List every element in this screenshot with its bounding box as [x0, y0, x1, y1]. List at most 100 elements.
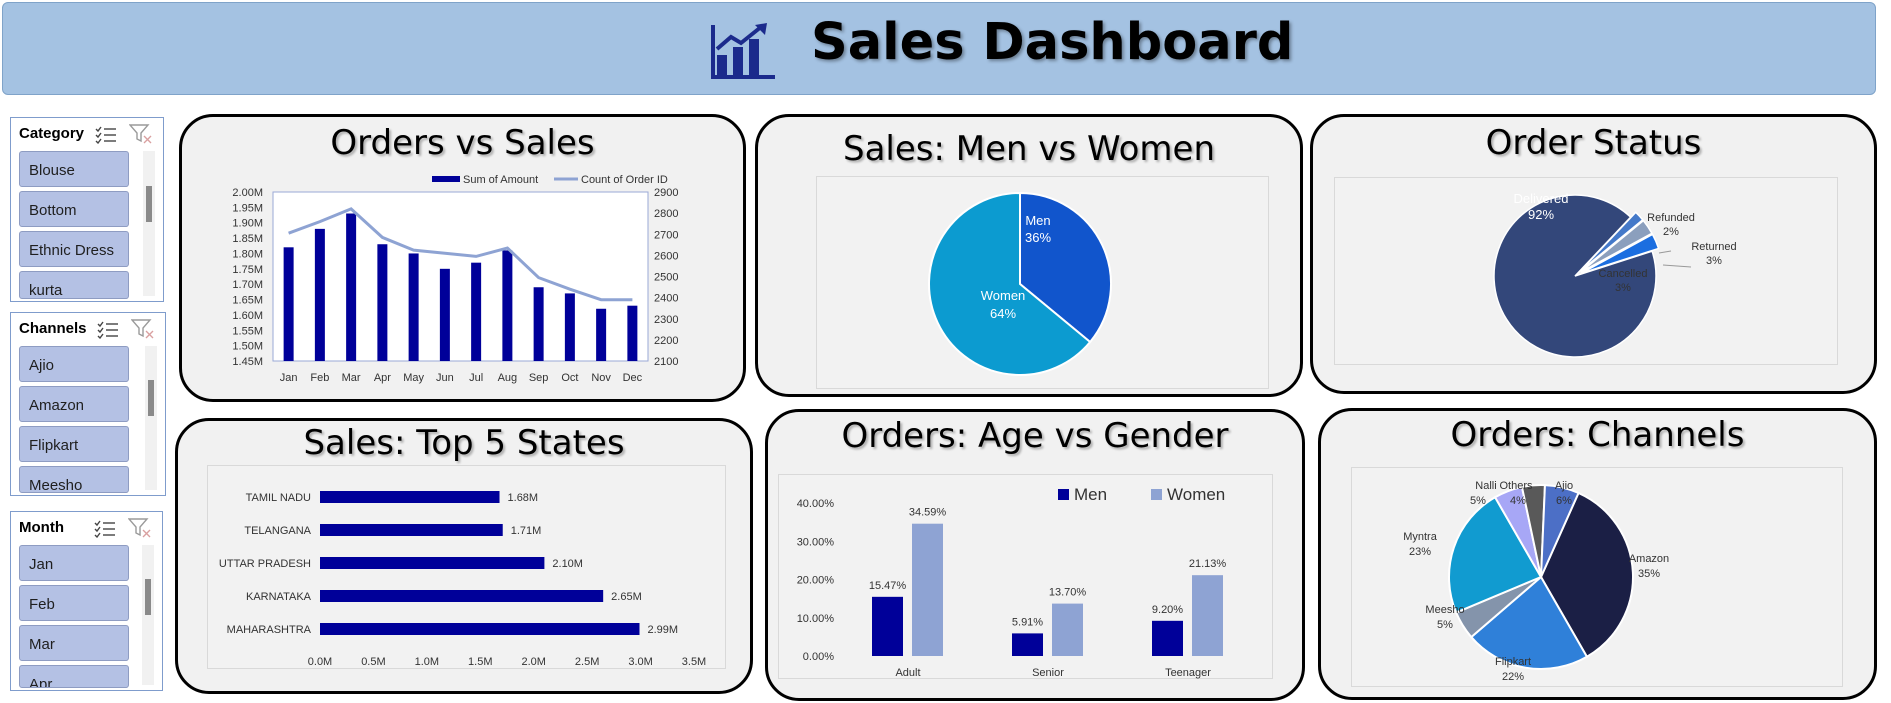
slicer-item[interactable]: Mar: [19, 625, 129, 661]
channels-pie: Amazon 35% Flipkart 22% Meesho 5% Myntra 23% Nal…: [1403, 480, 1669, 683]
clear-filter-icon[interactable]: [128, 124, 153, 149]
slice-percent: 64%: [990, 306, 1016, 321]
men-vs-women-card: Sales: Men vs Women Men 36% Women 64%: [755, 114, 1303, 397]
y-tick-label: 0.00%: [803, 651, 834, 663]
pie-slice: [928, 191, 1092, 376]
men-vs-women-pie: Men 36% Women 64%: [928, 191, 1113, 376]
state-bar: [320, 557, 545, 569]
x-tick-label: 0.5M: [361, 656, 385, 668]
multi-select-icon[interactable]: [95, 126, 117, 149]
slicer-scrollbar[interactable]: [145, 346, 157, 490]
pie-slice: [1579, 211, 1644, 272]
y-category-label: KARNATAKA: [246, 591, 312, 603]
slice-percent: 36%: [1025, 230, 1051, 245]
x-tick-label: Nov: [591, 372, 611, 384]
pie-slice: [1469, 575, 1589, 671]
y2-tick-label: 2800: [654, 208, 678, 220]
y2-tick-label: 2900: [654, 187, 678, 199]
y2-tick-label: 2100: [654, 356, 678, 368]
x-tick-label: 1.0M: [415, 656, 439, 668]
x-tick-label: 1.5M: [468, 656, 492, 668]
y-category-label: TELANGANA: [244, 525, 311, 537]
slice-label: Cancelled: [1599, 268, 1648, 280]
y-tick-label: 1.75M: [232, 264, 263, 276]
slice-percent: 4%: [1510, 495, 1526, 507]
slicer-item[interactable]: Flipkart: [19, 426, 129, 462]
y2-tick-label: 2600: [654, 250, 678, 262]
slicer-item[interactable]: Apr: [19, 665, 129, 688]
data-label: 5.91%: [1012, 616, 1043, 628]
pie-slice: [1493, 194, 1657, 358]
month-slicer-title: Month: [19, 519, 64, 536]
order-count-line: [288, 207, 633, 302]
x-tick-label: Adult: [895, 667, 920, 679]
slice-percent: 6%: [1556, 495, 1572, 507]
slicer-scrollbar[interactable]: [142, 545, 154, 685]
men-bar: [872, 596, 903, 656]
multi-select-icon[interactable]: [94, 520, 116, 543]
leader-line: [1658, 250, 1672, 254]
slicer-item[interactable]: Ethnic Dress: [19, 231, 129, 267]
amount-bar: [283, 247, 294, 361]
card-title: Sales: Top 5 States: [303, 423, 625, 463]
men-bar: [1152, 620, 1183, 656]
y-tick-label: 10.00%: [797, 613, 835, 625]
channels-slicer[interactable]: Channels Ajio Amazon Flipkart Meesho: [10, 312, 166, 496]
slice-percent: 23%: [1409, 546, 1431, 558]
dashboard-title: Sales Dashboard: [811, 13, 1294, 72]
card-title: Sales: Men vs Women: [842, 129, 1216, 169]
clear-filter-icon[interactable]: [127, 518, 152, 543]
category-slicer[interactable]: Category Blouse Bottom Ethnic Dress kurta: [10, 117, 164, 302]
slicer-scroll-thumb[interactable]: [148, 380, 154, 417]
y-tick-label: 2.00M: [232, 187, 263, 199]
y-tick-label: 1.45M: [232, 356, 263, 368]
slicer-item[interactable]: kurta: [19, 271, 129, 299]
x-tick-label: 3.5M: [682, 656, 706, 668]
pie-slice: [1019, 191, 1113, 344]
state-bar: [320, 524, 503, 536]
y-tick-label: 1.95M: [232, 202, 263, 214]
slicer-item[interactable]: Jan: [19, 545, 129, 581]
y2-tick-label: 2500: [654, 272, 678, 284]
x-tick-label: Dec: [623, 372, 643, 384]
plot-area: [272, 191, 649, 362]
slicer-item[interactable]: Ajio: [19, 346, 129, 382]
slicer-item[interactable]: Feb: [19, 585, 129, 621]
slice-percent: 5%: [1437, 619, 1453, 631]
slice-label: Others: [1499, 480, 1533, 492]
slicer-scroll-thumb[interactable]: [145, 579, 151, 615]
slicer-item[interactable]: Bottom: [19, 191, 129, 227]
slice-label: Delivered: [1514, 191, 1569, 206]
x-tick-label: Jun: [436, 372, 454, 384]
slice-percent: 5%: [1470, 495, 1486, 507]
slicer-item[interactable]: Amazon: [19, 386, 129, 422]
multi-select-icon[interactable]: [97, 321, 119, 344]
age-gender-bar-chart: 0.00% 10.00% 20.00% 30.00% 40.00% 15.47% 34.59…: [797, 485, 1227, 679]
y-tick-label: 20.00%: [797, 575, 835, 587]
bar-chart-growth-icon: [709, 23, 777, 86]
slice-label: Ajio: [1555, 480, 1573, 492]
slice-label: Women: [981, 288, 1026, 303]
channels-card: Orders: Channels Amazon 35% Flipkart 22% Mee…: [1318, 408, 1877, 700]
slicer-item[interactable]: Meesho: [19, 466, 129, 493]
slice-percent: 92%: [1528, 207, 1554, 222]
y-tick-label: 1.90M: [232, 218, 263, 230]
slice-percent: 35%: [1638, 568, 1660, 580]
clear-filter-icon[interactable]: [130, 319, 155, 344]
x-tick-label: Jul: [469, 372, 483, 384]
month-slicer[interactable]: Month Jan Feb Mar Apr: [10, 511, 163, 691]
y2-tick-label: 2700: [654, 229, 678, 241]
state-bar: [320, 491, 500, 503]
data-label: 2.99M: [648, 624, 679, 636]
legend-label: Count of Order ID: [581, 174, 668, 186]
data-label: 21.13%: [1189, 558, 1227, 570]
legend-label: Sum of Amount: [463, 174, 538, 186]
x-tick-label: 0.0M: [308, 656, 332, 668]
x-tick-label: May: [403, 372, 424, 384]
slicer-scroll-thumb[interactable]: [146, 185, 152, 222]
y-tick-label: 1.70M: [232, 279, 263, 291]
slicer-item[interactable]: Blouse: [19, 151, 129, 187]
y-category-label: TAMIL NADU: [246, 492, 311, 504]
amount-bar: [502, 250, 513, 361]
slicer-scrollbar[interactable]: [143, 151, 155, 296]
